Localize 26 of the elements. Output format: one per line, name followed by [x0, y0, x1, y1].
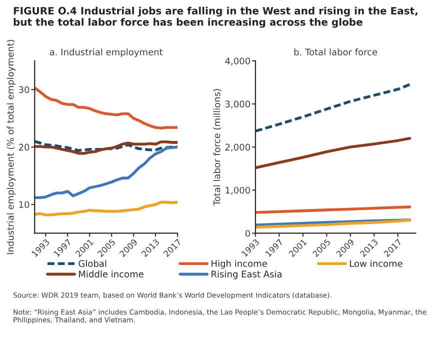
y-axis-title: Industrial employment (% of total employment): [6, 40, 16, 254]
y-tick-label: 0: [245, 230, 250, 237]
y-axis-title: Total labor force (millions): [213, 89, 222, 206]
legend-label: Rising East Asia: [212, 270, 282, 280]
y-tick-label: 1,000: [226, 186, 250, 195]
y-tick-label: 10: [19, 201, 30, 208]
text: FIGURE O.4 Industrial jobs are falling in the West and rising in the East, but the total labor force has been increasing across the globe: [14, 6, 418, 28]
y-tick-label: 4,000: [225, 58, 250, 66]
legend-label: Low income: [350, 260, 402, 267]
line-series: [34, 146, 178, 199]
line-series: [34, 140, 178, 152]
line-series: [34, 86, 178, 130]
line-series: [34, 200, 178, 216]
y-tick-label: 30: [18, 86, 30, 94]
chart-subtitle: a. Industrial employment: [50, 48, 163, 58]
legend-label: Global: [78, 260, 106, 267]
legend-label: High income: [212, 260, 267, 269]
legend-label: Middle income: [79, 270, 144, 278]
line-series: [34, 140, 178, 155]
y-tick-label: 2,000: [225, 144, 250, 152]
line-series: [255, 83, 412, 132]
y-tick-label: 20: [18, 144, 30, 151]
line-series: [255, 137, 412, 170]
y-tick-label: 3,000: [225, 100, 250, 108]
chart-subtitle: b. Total labor force: [294, 48, 378, 56]
line-series: [255, 218, 412, 229]
